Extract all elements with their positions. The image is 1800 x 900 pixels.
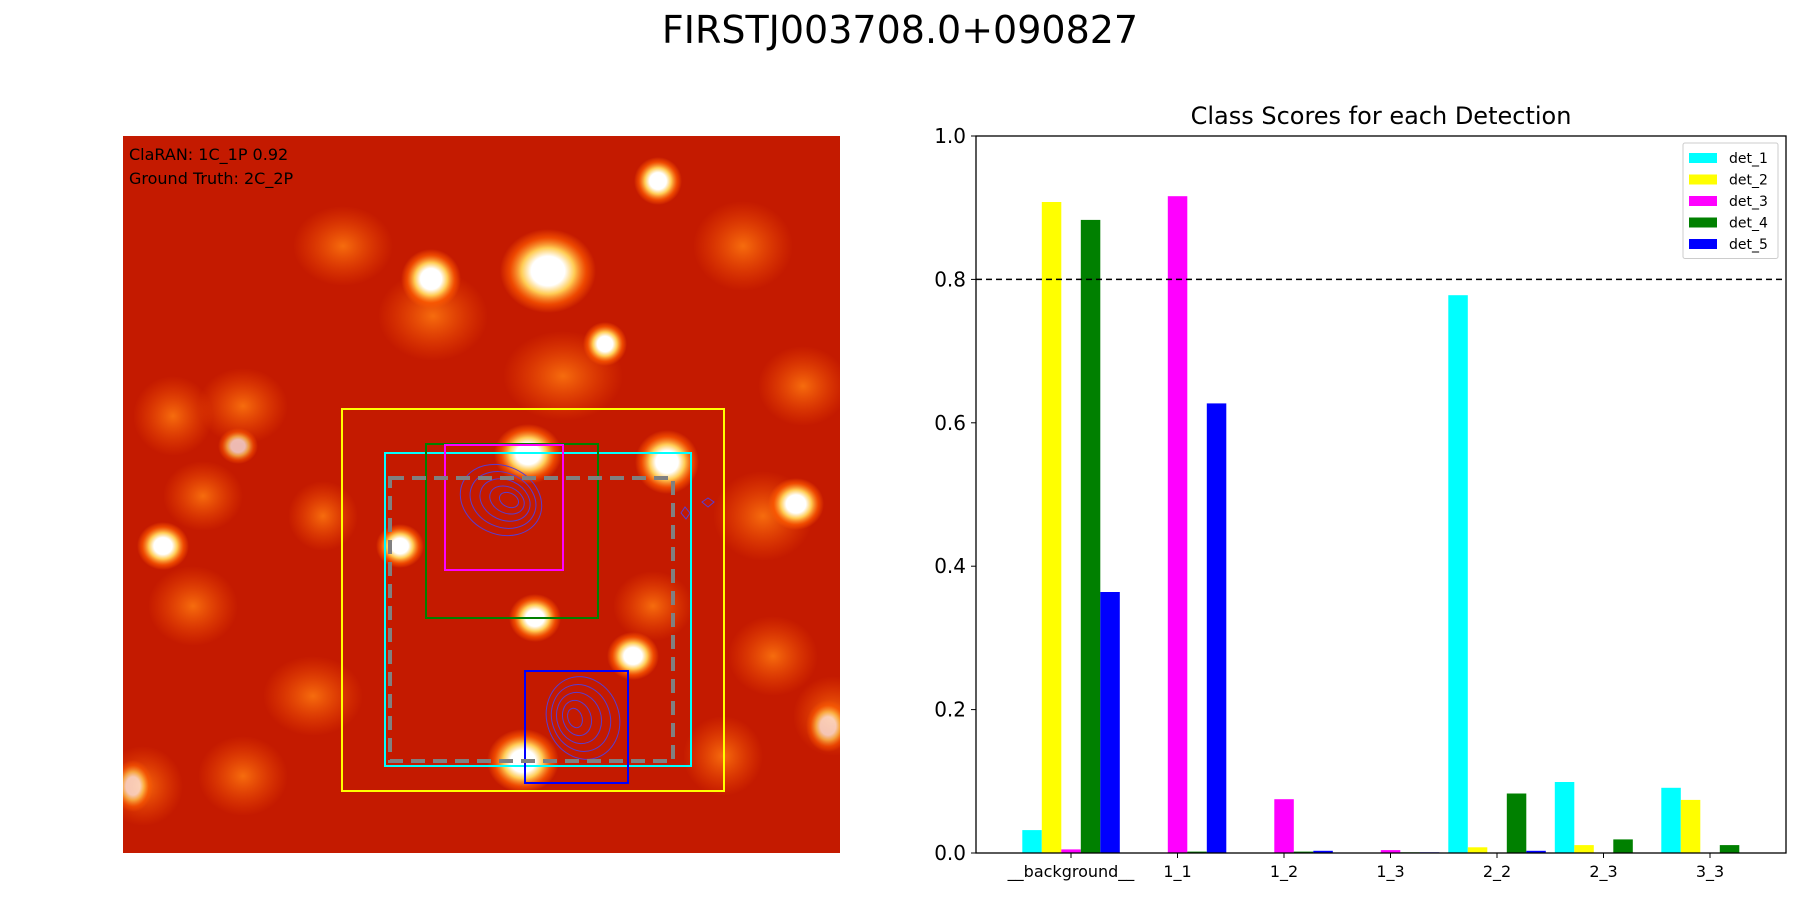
plot-frame xyxy=(975,135,1787,854)
bar-det_4-3_3 xyxy=(1719,845,1740,853)
det-1-box xyxy=(384,452,692,767)
x-tick-label-1_1: 1_1 xyxy=(1163,862,1191,882)
y-tick-label: 0.6 xyxy=(934,411,966,435)
chart-title: Class Scores for each Detection xyxy=(1191,102,1572,130)
radio-image xyxy=(103,136,873,853)
y-tick-label: 0.4 xyxy=(934,554,966,578)
bar-det_1-__background__ xyxy=(1022,830,1042,853)
legend-label-det_5: det_5 xyxy=(1729,237,1768,253)
bar-det_2-2_3 xyxy=(1574,845,1594,853)
x-tick-label-3_3: 3_3 xyxy=(1696,862,1724,882)
prediction-label: ClaRAN: 1C_1P 0.92 xyxy=(129,145,289,164)
legend-swatch-det_4 xyxy=(1689,217,1717,228)
bar-det_1-3_3 xyxy=(1661,787,1681,853)
bar-det_1-2_3 xyxy=(1554,782,1575,853)
x-tick-label-1_2: 1_2 xyxy=(1270,862,1298,882)
bar-det_3-1_1 xyxy=(1167,196,1188,853)
x-tick-label-__background__: __background__ xyxy=(1007,862,1136,882)
ground-truth-label: Ground Truth: 2C_2P xyxy=(129,169,294,188)
y-tick-label: 1.0 xyxy=(934,124,966,148)
legend-label-det_2: det_2 xyxy=(1729,173,1768,189)
radio-contours xyxy=(459,463,715,760)
bar-det_2-3_3 xyxy=(1680,799,1701,853)
ground-truth-box xyxy=(388,476,675,763)
bar-det_4-__background__ xyxy=(1080,219,1101,853)
bar-det_3-1_3 xyxy=(1380,850,1401,853)
bar-det_5-__background__ xyxy=(1100,592,1120,853)
bar-det_3-__background__ xyxy=(1061,849,1081,853)
bar-det_2-__background__ xyxy=(1041,202,1062,853)
radio-image-panel: ClaRAN: 1C_1P 0.92 Ground Truth: 2C_2P xyxy=(103,136,873,853)
bar-det_2-2_2 xyxy=(1467,847,1488,853)
bar-det_3-1_2 xyxy=(1274,799,1294,853)
x-tick-label-2_3: 2_3 xyxy=(1589,862,1617,882)
det-5-box xyxy=(524,670,629,784)
figure-title: FIRSTJ003708.0+090827 xyxy=(661,8,1139,52)
legend-label-det_3: det_3 xyxy=(1729,194,1768,210)
detection-boxes xyxy=(341,408,725,792)
legend-label-det_4: det_4 xyxy=(1729,216,1768,232)
legend-swatch-det_1 xyxy=(1689,153,1717,163)
bar-det_4-1_1 xyxy=(1187,851,1207,853)
x-tick-label-1_3: 1_3 xyxy=(1376,862,1404,882)
legend-swatch-det_3 xyxy=(1689,196,1717,206)
det-2-box xyxy=(341,408,725,792)
bar-det_5-1_1 xyxy=(1206,403,1227,853)
bar-det_4-1_2 xyxy=(1293,851,1314,853)
y-tick-label: 0.2 xyxy=(934,698,966,722)
bar-det_5-1_2 xyxy=(1313,850,1333,853)
bar-det_4-2_2 xyxy=(1506,793,1527,853)
x-tick-label-2_2: 2_2 xyxy=(1483,862,1511,882)
bar-det_4-2_3 xyxy=(1613,839,1633,853)
legend-swatch-det_5 xyxy=(1689,239,1717,249)
y-tick-label: 0.0 xyxy=(934,841,966,865)
legend-box xyxy=(1682,142,1779,259)
bar-det_5-2_2 xyxy=(1526,850,1546,853)
det-3-box xyxy=(444,444,564,571)
legend-label-det_1: det_1 xyxy=(1729,151,1768,167)
y-tick-label: 0.8 xyxy=(934,267,966,291)
bar-det_1-2_2 xyxy=(1448,295,1468,853)
legend-swatch-det_2 xyxy=(1689,174,1717,185)
